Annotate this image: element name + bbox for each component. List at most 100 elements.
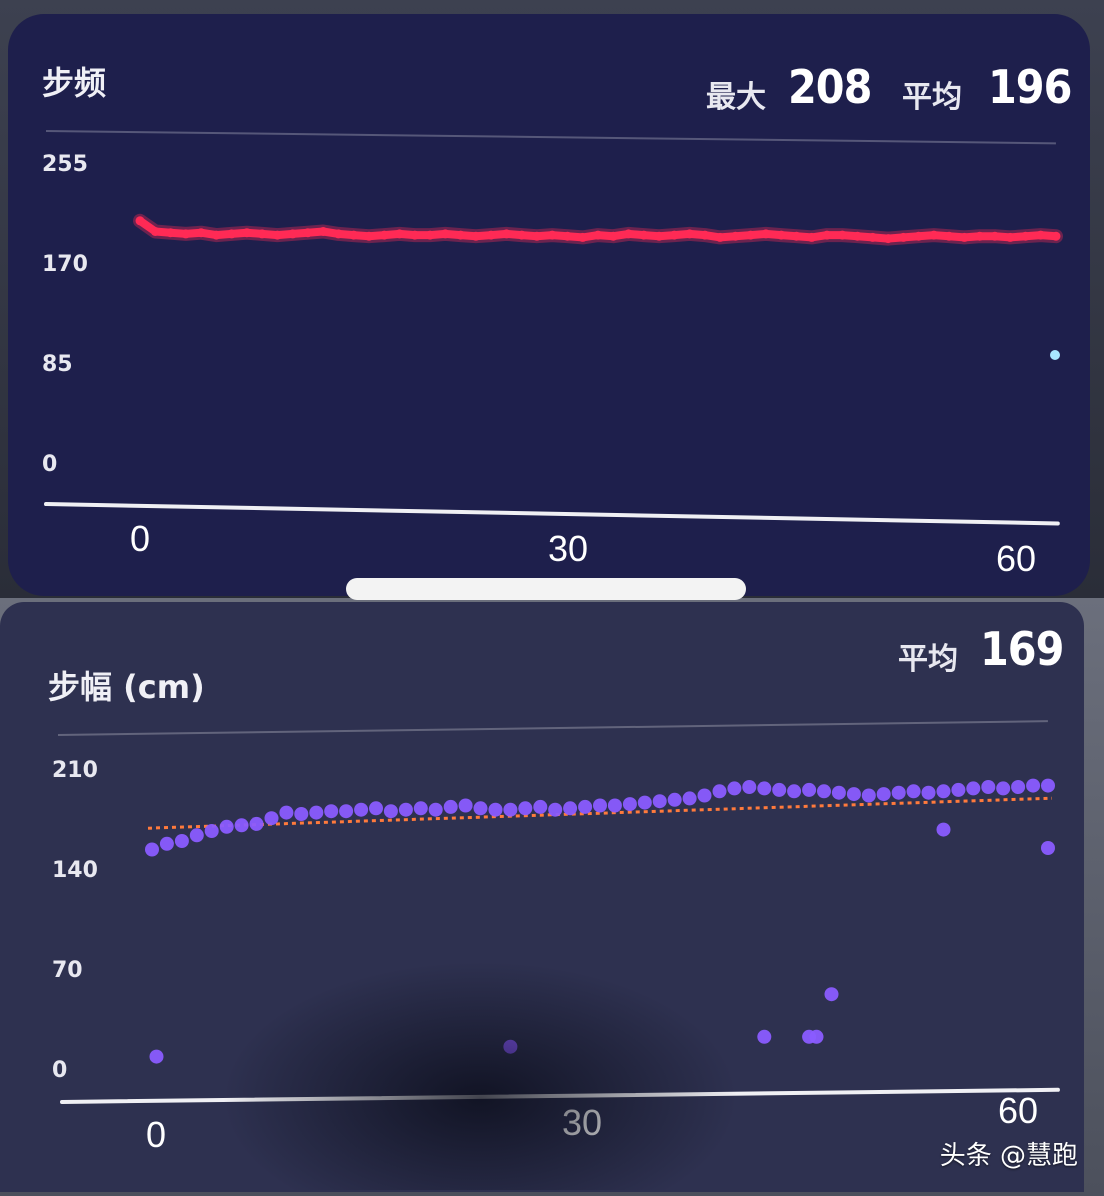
- stride-point: [936, 822, 951, 837]
- cadence-point: [883, 234, 893, 244]
- cadence-point: [471, 231, 481, 241]
- stride-point: [787, 784, 802, 799]
- stride-point: [488, 802, 503, 817]
- stride-point: [667, 792, 682, 807]
- cadence-max-value: 208: [788, 60, 872, 114]
- cadence-point: [257, 229, 267, 239]
- stride-point: [966, 781, 981, 796]
- cadence-point: [532, 231, 542, 241]
- stride-xtick-30: 30: [562, 1102, 603, 1143]
- stride-point: [443, 799, 458, 814]
- cadence-point: [440, 229, 450, 239]
- stride-point: [264, 811, 279, 826]
- cadence-point: [181, 229, 191, 239]
- watermark-text: 头条 @慧跑: [939, 1141, 1078, 1171]
- stride-point: [996, 781, 1011, 796]
- stride-point: [234, 818, 249, 833]
- stride-point: [563, 801, 578, 816]
- cadence-point: [288, 229, 298, 239]
- cadence-point: [746, 230, 756, 240]
- cadence-ytick-85: 85: [42, 352, 73, 377]
- cadence-point: [624, 229, 633, 239]
- stride-point: [921, 785, 936, 800]
- stride-point: [369, 801, 383, 816]
- cadence-point: [929, 230, 939, 240]
- stride-point: [398, 802, 413, 817]
- stride-avg-value: 169: [980, 622, 1064, 676]
- stride-point: [354, 802, 369, 817]
- cadence-avg-value: 196: [988, 60, 1072, 114]
- stride-point: [189, 828, 204, 843]
- cadence-point: [379, 230, 389, 240]
- cadence-point: [501, 229, 511, 239]
- cadence-point: [166, 228, 175, 238]
- cadence-point: [456, 230, 466, 240]
- scroll-indicator[interactable]: [346, 578, 746, 600]
- cadence-point: [135, 216, 145, 226]
- cadence-point: [211, 230, 221, 240]
- stride-point: [473, 801, 488, 816]
- stride-point: [219, 819, 234, 834]
- stride-point: [891, 785, 906, 800]
- stride-point: [906, 784, 921, 799]
- stride-title: 步幅 (cm): [48, 668, 205, 706]
- cadence-point: [334, 229, 343, 239]
- stride-plot: [145, 778, 1055, 1064]
- cadence-point: [730, 231, 740, 241]
- cadence-point: [669, 230, 679, 240]
- stride-point: [652, 794, 667, 809]
- cadence-point: [853, 231, 862, 241]
- stride-point: [279, 805, 294, 820]
- stride-point: [1041, 778, 1055, 793]
- stride-point: [533, 799, 548, 814]
- cadence-point: [425, 230, 435, 240]
- cadence-point: [364, 231, 374, 241]
- cadence-point: [1021, 231, 1030, 241]
- cadence-point: [898, 232, 908, 242]
- cadence-point: [837, 230, 847, 240]
- stride-point: [824, 987, 839, 1002]
- cadence-point: [685, 229, 695, 239]
- stride-point: [817, 784, 831, 799]
- stride-point: [637, 795, 652, 810]
- stride-ytick-0: 0: [52, 1058, 68, 1083]
- stride-avg-label: 平均: [898, 642, 958, 677]
- cadence-point: [914, 231, 924, 241]
- stride-average-line: [147, 796, 1053, 830]
- stride-point: [503, 1039, 518, 1054]
- cadence-xtick-60: 60: [996, 538, 1037, 579]
- stride-point: [712, 784, 727, 799]
- cadence-avg-label: 平均: [902, 80, 962, 115]
- cadence-point: [1051, 231, 1061, 241]
- stride-xtick-60: 60: [998, 1090, 1039, 1131]
- stride-point: [727, 781, 742, 796]
- stride-point: [772, 782, 787, 797]
- stride-point: [1026, 778, 1041, 793]
- cadence-point: [868, 232, 878, 242]
- cadence-xtick-0: 0: [130, 518, 151, 559]
- cadence-title: 步频: [42, 64, 107, 102]
- cadence-point: [959, 232, 969, 242]
- stride-point: [145, 842, 159, 857]
- stride-point: [593, 798, 607, 813]
- cadence-point: [272, 230, 282, 240]
- stride-point: [802, 782, 817, 797]
- stride-point: [861, 788, 876, 803]
- stride-point: [159, 836, 174, 851]
- cadence-point: [608, 231, 618, 241]
- stride-point: [518, 801, 533, 816]
- cadence-point: [410, 230, 420, 240]
- stride-point: [607, 798, 622, 813]
- stride-point: [294, 807, 309, 821]
- stride-ytick-140: 140: [52, 858, 98, 883]
- stride-point: [413, 801, 428, 816]
- stride-point: [846, 787, 861, 802]
- stride-point: [809, 1029, 824, 1044]
- cadence-point: [517, 230, 527, 240]
- cadence-point: [654, 231, 664, 241]
- cadence-point: [242, 228, 252, 238]
- cadence-plot: [133, 213, 1063, 246]
- stride-point: [697, 788, 712, 803]
- stride-ytick-210: 210: [52, 758, 98, 783]
- cadence-point: [990, 231, 1000, 241]
